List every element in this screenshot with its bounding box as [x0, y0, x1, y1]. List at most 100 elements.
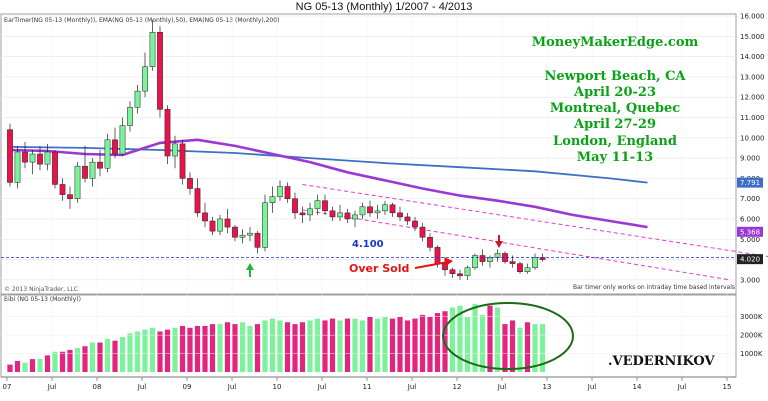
ema-50-line: [9, 138, 648, 229]
bibi-bar: [314, 318, 321, 372]
bibi-bar: [157, 331, 163, 372]
bibi-bar: [397, 316, 403, 372]
promo-line-6: May 11-13: [577, 150, 653, 165]
bibi-bar: [22, 362, 28, 372]
candle: [157, 26, 163, 118]
price-label-box: [737, 177, 763, 188]
bibi-bar: [434, 313, 441, 372]
candle-body: [179, 143, 186, 179]
bibi-bar: [307, 320, 313, 372]
candle-body: [449, 269, 456, 275]
candle-body: [59, 184, 66, 195]
candle: [532, 253, 538, 270]
bibi-bar: [464, 316, 471, 372]
candle-body: [164, 109, 171, 157]
bibi-bar: [322, 320, 328, 372]
bibi-bar: [367, 316, 373, 372]
candle-body: [352, 214, 358, 220]
bibi-bar: [217, 324, 223, 372]
candle-body: [142, 66, 148, 92]
bibi-bar: [104, 338, 111, 372]
bibi-bar: [509, 320, 516, 372]
candle: [322, 194, 328, 215]
bibi-bar: [187, 327, 193, 372]
bibi-bar: [502, 324, 508, 372]
candle-body: [307, 208, 313, 216]
promo-line-1: Newport Beach, CA: [544, 69, 686, 84]
candle: [104, 133, 111, 173]
candle-body: [442, 263, 448, 270]
candle: [224, 208, 231, 234]
candle: [412, 216, 418, 232]
candles: [7, 20, 546, 280]
candle-body: [299, 212, 306, 216]
bibi-bar: [194, 325, 201, 372]
candle-body: [517, 263, 523, 272]
candle: [89, 158, 96, 187]
bibi-y-ticks: 1000K 2000K 3000K: [1, 313, 763, 358]
bibi-bar: [149, 327, 156, 372]
candle: [404, 212, 411, 226]
bibi-bar: [247, 325, 253, 372]
candle: [269, 186, 276, 213]
candle-body: [67, 194, 73, 199]
bibi-bar: [532, 324, 538, 372]
bibi-bar: [299, 322, 306, 372]
candle: [299, 206, 306, 224]
highlight-ellipse: [442, 302, 574, 370]
candle-body: [127, 107, 133, 126]
bibi-bar: [262, 320, 268, 372]
candle: [254, 231, 261, 254]
y-tick-label: 9.000: [740, 155, 760, 163]
candle: [337, 204, 343, 221]
candle-body: [457, 273, 463, 277]
bibi-bar: [59, 351, 66, 372]
bibi-y-tick-label: 3000K: [740, 313, 763, 321]
candle: [382, 200, 388, 215]
candle-body: [292, 198, 298, 214]
bibi-bar: [97, 342, 103, 372]
bibi-bar: [134, 331, 141, 372]
candle-body: [494, 253, 501, 258]
bibi-bar: [442, 311, 448, 372]
y-tick-label: 11.000: [740, 114, 765, 122]
candle-body: [44, 151, 51, 165]
price-label: 5.368: [740, 228, 760, 236]
bibi-bar: [472, 303, 478, 372]
y-tick-label: 14.000: [740, 53, 765, 61]
candle: [239, 229, 246, 244]
bibi-bar: [457, 305, 463, 372]
y-tick-label: 12.000: [740, 94, 765, 102]
x-axis-ticks: 07 Jul 08 Jul 09 Jul 10 Jul 11 Jul 12 Jul 13 Jul 14 Jul…: [3, 377, 731, 391]
x-tick-label: 13: [543, 383, 552, 391]
channel-upper-line: [302, 183, 768, 257]
candle: [74, 162, 81, 203]
candle-body: [82, 165, 88, 179]
candle: [524, 263, 531, 274]
candle: [134, 85, 141, 114]
candle-body: [172, 143, 178, 157]
candle-body: [134, 90, 141, 108]
bibi-bar: [292, 324, 298, 372]
bibi-bar: [239, 322, 246, 372]
x-tick-label: Jul: [497, 383, 507, 391]
bibi-bar: [337, 320, 343, 372]
price-panel-frame: [0, 13, 737, 295]
bibi-bar: [7, 364, 13, 372]
bibi-bar: [487, 305, 493, 372]
candle: [449, 267, 456, 278]
candle: [352, 210, 358, 228]
bibi-bar: [352, 318, 358, 372]
candle-body: [74, 165, 81, 199]
candle: [389, 202, 396, 217]
candle-body: [337, 212, 343, 218]
candle-body: [262, 202, 268, 248]
x-tick-label: 10: [273, 383, 282, 391]
bibi-bar: [277, 320, 283, 372]
candle: [427, 233, 433, 252]
bibi-bar: [52, 351, 58, 372]
price-label-box: [737, 254, 763, 265]
candle-body: [314, 200, 321, 210]
oversold-arrow: [414, 257, 453, 269]
y-tick-label: 3.000: [740, 276, 760, 284]
